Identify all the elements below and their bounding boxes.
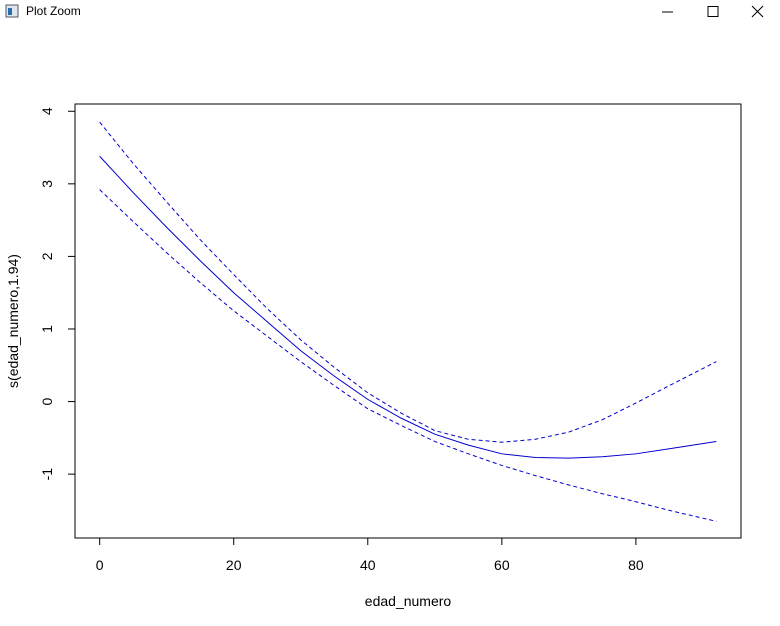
app-icon-part	[8, 8, 12, 15]
y-tick-label: -1	[39, 468, 55, 481]
curve	[99, 121, 717, 443]
y-tick-label: 4	[39, 107, 55, 115]
x-tick-label: 60	[494, 557, 510, 573]
window-title: Plot Zoom	[26, 4, 81, 18]
close-button[interactable]	[751, 5, 764, 18]
y-tick-label: 1	[39, 325, 55, 333]
plot-area: 0 20 40 60 80 -1 0 1 2 3 4	[39, 107, 717, 573]
curve	[99, 155, 717, 459]
plot-box	[74, 103, 742, 539]
title-bar: Plot Zoom	[0, 0, 780, 24]
title-bar-bg	[0, 0, 780, 24]
x-tick-label: 20	[226, 557, 242, 573]
y-tick-label: 2	[39, 252, 55, 260]
x-axis-label: edad_numero	[365, 593, 452, 609]
y-tick-label: 0	[39, 397, 55, 405]
x-tick-label: 80	[628, 557, 644, 573]
x-tick-label: 40	[360, 557, 376, 573]
maximize-button[interactable]	[707, 6, 719, 17]
x-tick-label: 0	[96, 557, 104, 573]
y-tick-label: 3	[39, 180, 55, 188]
curve	[99, 189, 717, 522]
y-axis-label: s(edad_numero,1.94)	[5, 254, 21, 388]
